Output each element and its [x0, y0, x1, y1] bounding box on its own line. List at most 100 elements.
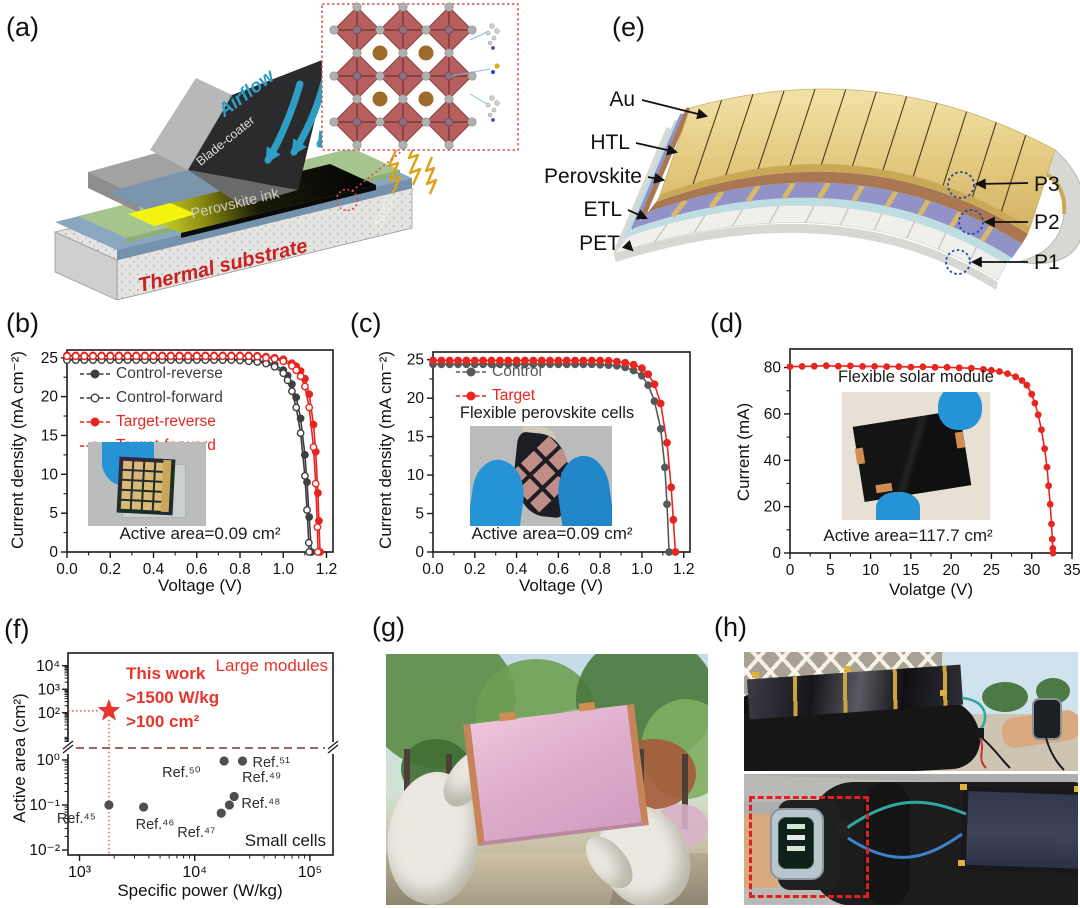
semitransparent-module: [463, 701, 649, 847]
x-tick-label: 0.2: [464, 561, 486, 578]
y-tick-label: 15: [407, 429, 424, 446]
halide-atom: [398, 94, 408, 104]
data-point: [89, 352, 97, 361]
axis-break-gap: [63, 742, 73, 754]
au-scribe-line: [942, 111, 968, 186]
molecule-atom: [487, 40, 493, 46]
gold-pad: [132, 481, 143, 490]
p3-label: P3: [1034, 173, 1060, 196]
data-point: [554, 356, 563, 365]
y-tick-label: 40: [764, 452, 782, 469]
crystal-structure-inset: [321, 2, 519, 151]
b-site-atom: [398, 25, 408, 35]
y-tick-label: 5: [49, 505, 58, 522]
panel-c-label: (c): [350, 308, 382, 338]
data-point: [546, 356, 554, 365]
data-point: [907, 363, 915, 371]
data-point: [571, 356, 580, 365]
y-tick-label: 10⁻²: [29, 842, 60, 859]
data-point: [313, 548, 322, 556]
x-tick-label: 30: [1023, 562, 1041, 579]
data-point: [859, 363, 866, 370]
data-point: [1028, 390, 1036, 398]
legend-item: Target-reverse: [80, 410, 223, 434]
au-scribe-line: [912, 102, 938, 177]
gold-interconnect: [980, 225, 994, 243]
b-site-atom: [444, 71, 454, 81]
molecule-atom: [485, 102, 491, 108]
data-point: [218, 352, 227, 361]
data-point: [1049, 549, 1057, 557]
data-point: [304, 538, 313, 547]
halide-atom: [375, 117, 385, 127]
panel-g-label: (g): [372, 612, 405, 642]
x-tick-label: 1.0: [631, 561, 653, 578]
y-tick-label: 10²: [38, 705, 60, 722]
data-point: [637, 371, 646, 380]
halide-atom: [444, 48, 454, 58]
ref-label: Ref.⁵¹: [252, 755, 290, 771]
data-point: [292, 403, 301, 412]
halide-atom: [421, 117, 431, 127]
data-point: [846, 362, 854, 370]
data-point: [1045, 482, 1052, 490]
halide-atom: [329, 117, 339, 127]
axis-break-icon: [327, 740, 339, 750]
c-x-axis-title: Voltage (V): [518, 576, 604, 595]
data-point: [529, 356, 538, 365]
watch-screen: [778, 817, 814, 869]
x-tick-label: 10³: [68, 864, 92, 881]
data-point: [919, 363, 927, 371]
molecule-atom: [490, 117, 496, 123]
data-point: [123, 352, 132, 361]
x-tick-label: 10⁴: [182, 864, 207, 881]
ref-data-point: [104, 800, 114, 810]
au-scribe-line: [757, 90, 785, 170]
data-point: [883, 363, 891, 370]
b-x-axis-title: Voltage (V): [157, 576, 243, 595]
molecule-link: [469, 31, 488, 41]
p3-scribe-lines: [692, 88, 1027, 212]
gold-tape: [958, 860, 965, 866]
data-point: [650, 397, 659, 406]
plot-area-b: 0.0 0.2 0.4 0.6 0.8 1.0 1.2 0 5 10 15 20 25: [41, 349, 337, 578]
gold-pad: [132, 491, 142, 500]
data-point: [1034, 411, 1042, 419]
y-tick-label: 10⁻¹: [29, 797, 60, 814]
gold-pad: [143, 481, 154, 491]
legend-marker-icon: [456, 367, 486, 377]
b-site-atom: [352, 71, 362, 81]
pet-scribe-line: [873, 213, 883, 231]
y-tick-label: 20: [407, 390, 425, 407]
data-point: [895, 363, 903, 370]
molecule-atom: [487, 112, 493, 118]
molecule-atom: [491, 107, 497, 113]
ref-label: Ref.⁴⁶: [135, 817, 175, 834]
data-point: [943, 363, 951, 371]
data-point: [1043, 463, 1051, 471]
a-site-atom: [372, 91, 388, 107]
copper-tab: [578, 701, 596, 712]
sulfur-atom: [494, 63, 500, 69]
data-point: [1031, 399, 1039, 407]
data-point: [786, 363, 794, 370]
specific-power-line: >1500 W/kg: [126, 688, 220, 707]
data-point: [292, 366, 301, 375]
data-point: [656, 399, 665, 408]
gold-interconnect: [884, 190, 898, 208]
gold-pad: [133, 471, 143, 480]
wearable-photo-top: [744, 652, 1078, 771]
y-tick-label: 5: [415, 506, 424, 523]
halide-atom: [352, 140, 362, 150]
wires-bottom: [833, 800, 967, 859]
gold-pad: [121, 490, 131, 500]
x-tick-label: 35: [1063, 562, 1080, 579]
data-point: [955, 364, 963, 372]
blue-glove: [876, 492, 920, 520]
pet-scribe-line: [839, 207, 850, 226]
data-point: [1012, 373, 1019, 381]
au-scribe-line: [789, 88, 816, 166]
gold-tape: [1074, 786, 1078, 792]
au-scribe-line: [851, 91, 877, 166]
halide-atom: [444, 94, 454, 104]
